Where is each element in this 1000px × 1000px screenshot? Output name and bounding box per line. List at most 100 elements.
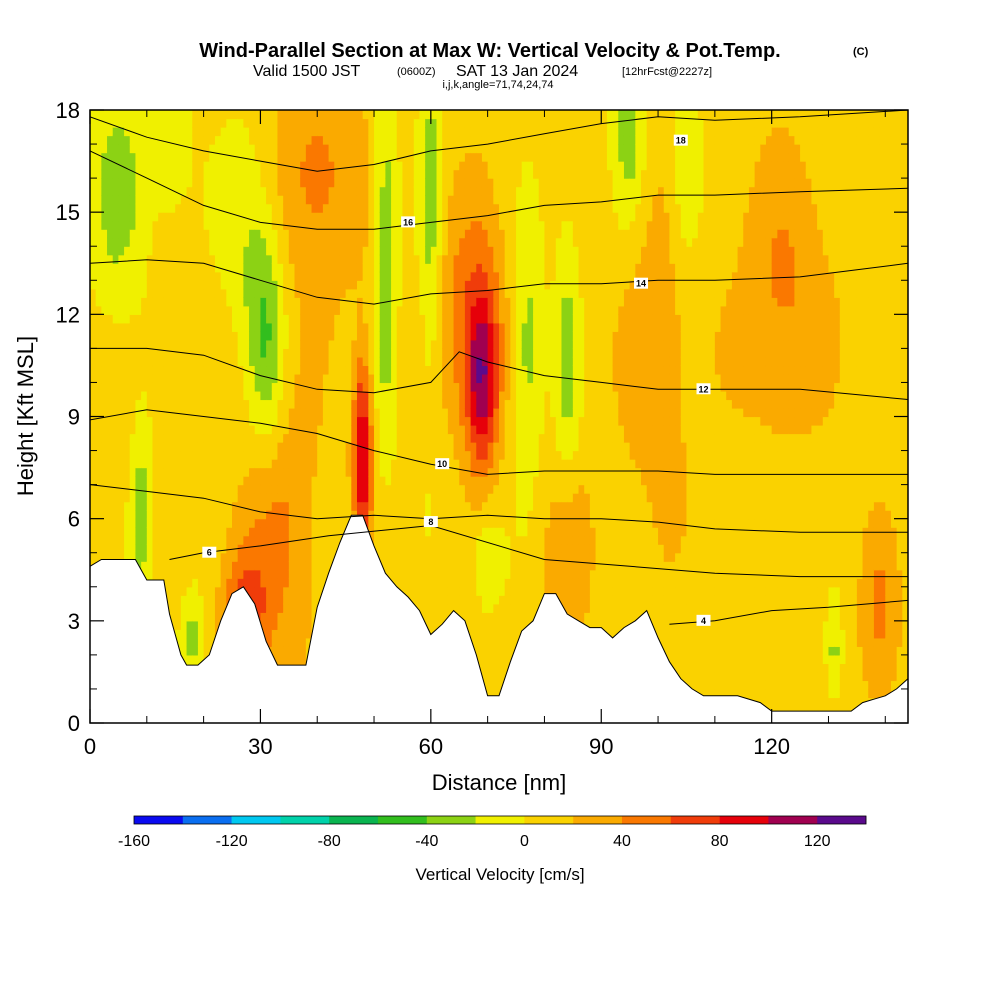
velocity-cell — [163, 169, 171, 179]
velocity-cell — [362, 220, 369, 230]
velocity-cell — [459, 586, 466, 596]
velocity-cell — [90, 373, 97, 384]
velocity-cell — [322, 144, 330, 154]
velocity-cell — [101, 510, 108, 520]
velocity-cell — [379, 356, 386, 367]
velocity-cell — [169, 135, 176, 145]
velocity-cell — [249, 169, 256, 179]
velocity-cell — [226, 288, 233, 298]
velocity-cell — [180, 186, 188, 196]
velocity-cell — [135, 510, 142, 520]
velocity-cell — [163, 484, 171, 494]
velocity-cell — [294, 322, 301, 332]
velocity-cell — [425, 365, 432, 375]
velocity-cell — [402, 161, 409, 171]
velocity-cell — [214, 220, 222, 230]
velocity-cell — [453, 110, 460, 120]
velocity-cell — [311, 561, 318, 571]
velocity-cell — [408, 195, 415, 205]
velocity-cell — [481, 535, 489, 545]
velocity-cell — [112, 442, 119, 452]
velocity-cell — [192, 203, 199, 213]
velocity-cell — [391, 399, 398, 409]
velocity-cell — [317, 569, 324, 579]
velocity-cell — [112, 322, 119, 332]
velocity-cell — [203, 527, 210, 537]
velocity-cell — [425, 552, 432, 562]
velocity-cell — [209, 535, 216, 545]
velocity-cell — [379, 493, 386, 503]
velocity-cell — [277, 629, 284, 639]
velocity-cell — [374, 450, 381, 460]
velocity-cell — [243, 254, 250, 264]
velocity-cell — [118, 544, 125, 554]
velocity-cell — [334, 467, 341, 477]
velocity-cell — [118, 348, 125, 358]
velocity-cell — [203, 271, 210, 281]
velocity-cell — [300, 237, 307, 247]
velocity-cell — [385, 569, 392, 579]
velocity-cell — [300, 425, 307, 435]
velocity-cell — [305, 578, 313, 588]
velocity-cell — [351, 127, 358, 137]
velocity-cell — [413, 271, 421, 281]
velocity-cell — [95, 348, 102, 358]
velocity-cell — [152, 203, 159, 213]
velocity-cell — [266, 220, 273, 230]
velocity-cell — [464, 399, 472, 409]
velocity-cell — [425, 144, 432, 154]
velocity-cell — [232, 425, 239, 435]
velocity-cell — [243, 229, 250, 239]
velocity-cell — [413, 365, 421, 375]
velocity-cell — [163, 493, 171, 503]
velocity-cell — [90, 305, 97, 315]
velocity-cell — [447, 510, 455, 520]
velocity-cell — [152, 212, 159, 222]
velocity-cell — [322, 271, 330, 281]
velocity-cell — [453, 339, 460, 349]
velocity-cell — [232, 110, 239, 120]
velocity-cell — [192, 416, 199, 426]
velocity-cell — [362, 135, 369, 145]
velocity-cell — [356, 212, 364, 222]
velocity-cell — [476, 297, 483, 307]
velocity-cell — [152, 382, 159, 392]
velocity-cell — [175, 322, 182, 332]
velocity-cell — [379, 212, 386, 222]
velocity-cell — [305, 637, 313, 647]
velocity-cell — [163, 152, 171, 162]
velocity-cell — [124, 178, 131, 188]
velocity-cell — [214, 229, 222, 239]
velocity-cell — [288, 382, 296, 392]
velocity-cell — [379, 373, 386, 384]
velocity-cell — [408, 578, 415, 588]
velocity-cell — [413, 484, 421, 494]
velocity-cell — [311, 390, 318, 401]
velocity-cell — [169, 271, 176, 281]
velocity-cell — [214, 127, 222, 137]
velocity-cell — [254, 484, 262, 494]
velocity-cell — [379, 535, 386, 545]
velocity-cell — [220, 118, 227, 128]
velocity-cell — [459, 169, 466, 179]
velocity-cell — [135, 178, 142, 188]
velocity-cell — [180, 484, 188, 494]
velocity-cell — [351, 246, 358, 256]
velocity-cell — [413, 425, 421, 435]
velocity-cell — [266, 356, 273, 367]
velocity-cell — [129, 118, 137, 128]
velocity-cell — [260, 186, 267, 196]
velocity-cell — [305, 127, 313, 137]
velocity-cell — [249, 271, 256, 281]
velocity-cell — [129, 110, 137, 120]
velocity-cell — [436, 280, 443, 290]
velocity-cell — [379, 331, 386, 341]
velocity-cell — [209, 144, 216, 154]
velocity-cell — [112, 416, 119, 426]
velocity-cell — [163, 280, 171, 290]
velocity-cell — [430, 544, 438, 554]
velocity-cell — [163, 527, 171, 537]
velocity-cell — [396, 527, 404, 537]
velocity-cell — [129, 365, 137, 375]
velocity-cell — [425, 433, 432, 443]
